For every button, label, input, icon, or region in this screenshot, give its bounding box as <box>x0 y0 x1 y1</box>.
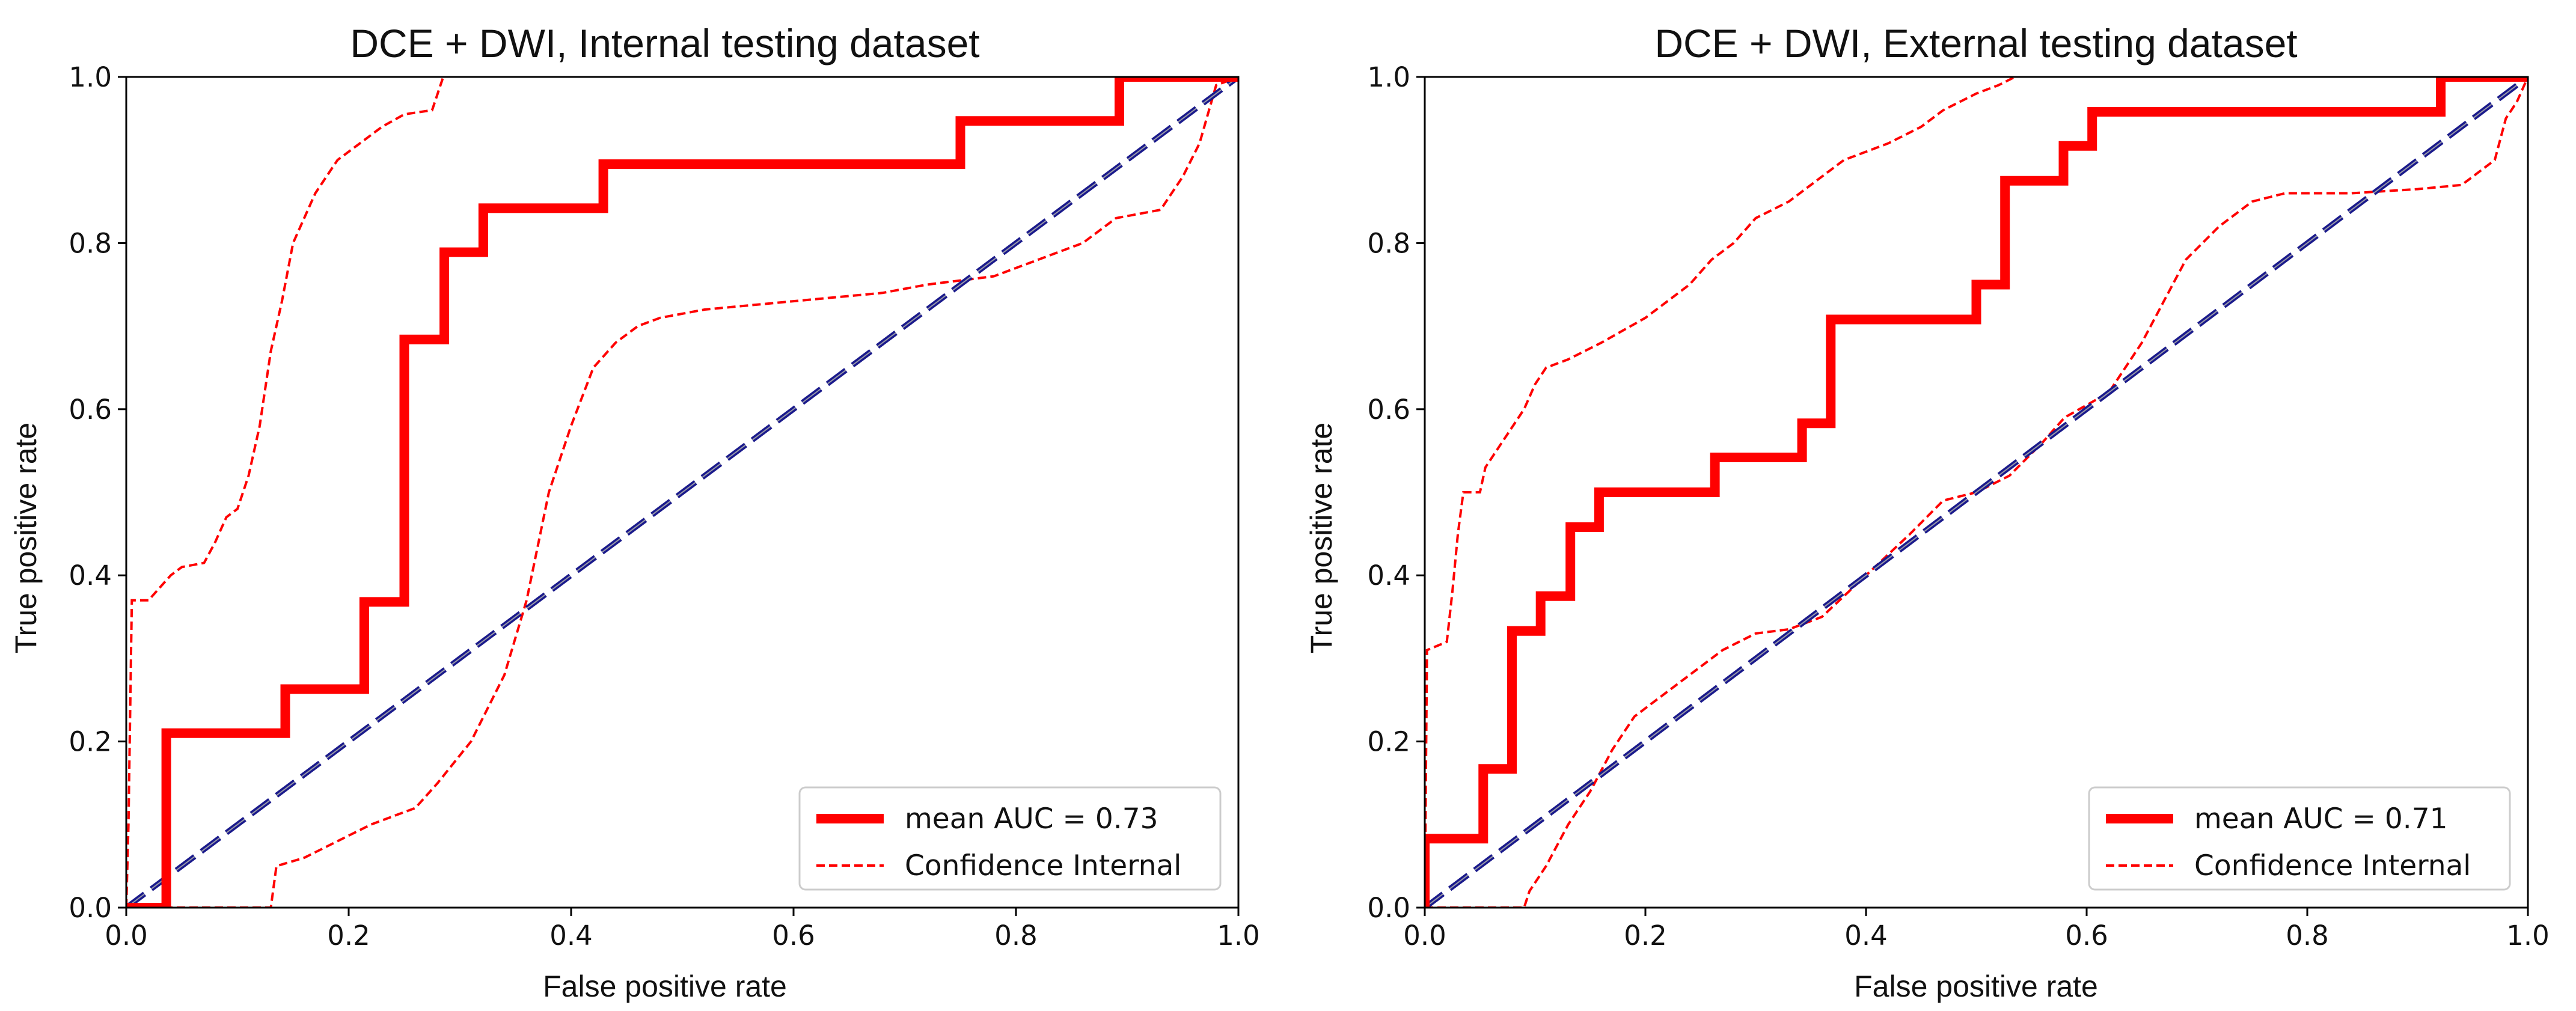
panel-internal: DCE + DWI, Internal testing dataset 0.0 0… <box>9 21 1260 1003</box>
confidence-band-line <box>1425 77 2016 908</box>
x-tick-label: 0.8 <box>2286 920 2329 951</box>
legend-label: Confidence Internal <box>905 849 1181 882</box>
x-tick-label: 0.4 <box>549 920 593 951</box>
chart-title: DCE + DWI, External testing dataset <box>1654 21 2297 66</box>
x-tick-label: 0.8 <box>994 920 1038 951</box>
y-axis-label: True positive rate <box>9 423 43 653</box>
series-layer <box>1425 77 2528 908</box>
x-axis-label: False positive rate <box>543 970 787 1003</box>
x-tick-label: 1.0 <box>2506 920 2550 951</box>
y-tick-label: 0.4 <box>69 560 112 591</box>
y-tick-label: 1.0 <box>1367 61 1410 93</box>
confidence-band-line <box>126 77 1238 908</box>
legend-label: mean AUC = 0.73 <box>905 802 1158 835</box>
x-tick-label: 0.6 <box>772 920 815 951</box>
y-tick-label: 0.6 <box>69 394 112 426</box>
y-tick-label: 0.2 <box>69 726 112 758</box>
y-tick-label: 0.8 <box>69 227 112 259</box>
legend-box <box>2088 786 2511 891</box>
roc-mean-line <box>126 77 1238 908</box>
plot-area: 0.0 0.2 0.4 0.6 0.8 1.0 0.0 0.2 0.4 0.6 0.8 1.0 <box>69 61 1259 951</box>
y-axis-label: True positive rate <box>1305 423 1338 653</box>
y-tick-label: 0.0 <box>1367 892 1410 924</box>
x-tick-label: 0.2 <box>1624 920 1667 951</box>
y-tick-label: 0.8 <box>1367 227 1410 259</box>
chance-diagonal-highlight <box>1425 77 2528 908</box>
roc-mean-line <box>1425 77 2528 908</box>
y-tick-label: 1.0 <box>69 61 112 93</box>
legend: mean AUC = 0.71 Confidence Internal <box>2088 786 2511 891</box>
series-layer <box>126 77 1238 908</box>
chart-title: DCE + DWI, Internal testing dataset <box>350 21 979 66</box>
legend-label: Confidence Internal <box>2194 849 2471 882</box>
axes-frame <box>1424 76 2529 909</box>
legend-label: mean AUC = 0.71 <box>2194 802 2448 835</box>
x-tick-label: 0.0 <box>1403 920 1446 951</box>
chance-diagonal-highlight <box>126 77 1238 908</box>
y-tick-label: 0.6 <box>1367 394 1410 426</box>
legend-box <box>798 786 1222 891</box>
y-tick-label: 0.0 <box>69 892 112 924</box>
y-tick-label: 0.4 <box>1367 560 1410 591</box>
x-tick-label: 0.0 <box>105 920 148 951</box>
panel-external: DCE + DWI, External testing dataset 0.0 0… <box>1305 21 2550 1003</box>
y-tick-label: 0.2 <box>1367 726 1410 758</box>
confidence-band-line <box>126 77 445 908</box>
x-tick-label: 1.0 <box>1217 920 1260 951</box>
x-tick-label: 0.6 <box>2065 920 2108 951</box>
x-tick-label: 0.4 <box>1844 920 1888 951</box>
legend: mean AUC = 0.73 Confidence Internal <box>798 786 1222 891</box>
axes-frame <box>125 76 1240 909</box>
plot-area: 0.0 0.2 0.4 0.6 0.8 1.0 0.0 0.2 0.4 0.6 0.8 1.0 <box>1367 61 2549 951</box>
x-axis-label: False positive rate <box>1854 970 2098 1003</box>
x-tick-label: 0.2 <box>327 920 370 951</box>
